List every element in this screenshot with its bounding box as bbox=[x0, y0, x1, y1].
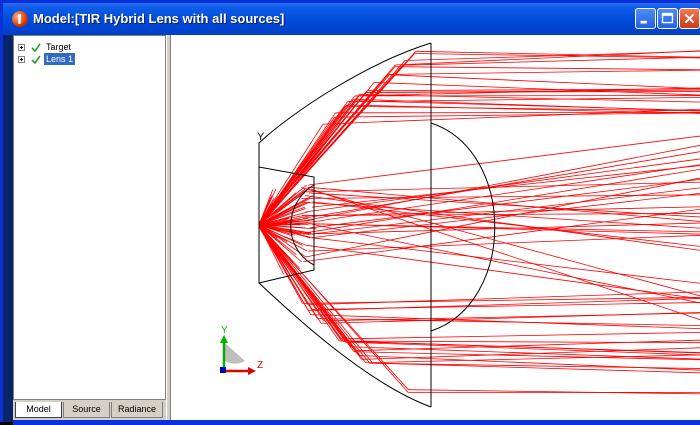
triad-z-label: Z bbox=[257, 360, 263, 371]
triad-x-axis bbox=[220, 367, 226, 373]
checkmark-icon bbox=[31, 55, 41, 64]
minimize-icon bbox=[636, 9, 655, 28]
ray-segment bbox=[311, 189, 700, 321]
triad-y-arrow bbox=[220, 335, 228, 343]
ray-segment bbox=[307, 237, 700, 283]
close-icon bbox=[680, 9, 699, 28]
tree-item-lens-1[interactable]: Lens 1 bbox=[18, 53, 75, 65]
ray-segment bbox=[395, 67, 700, 70]
app-icon[interactable] bbox=[12, 11, 28, 27]
ray-bundle bbox=[259, 51, 700, 394]
ray-segment bbox=[388, 75, 700, 89]
ray-segment bbox=[345, 106, 700, 111]
ray-segment bbox=[395, 51, 700, 65]
tab-source[interactable]: Source bbox=[63, 402, 110, 418]
ray-segment bbox=[390, 70, 700, 74]
checkmark-icon bbox=[31, 43, 41, 52]
maximize-button[interactable] bbox=[657, 8, 678, 29]
minimize-button[interactable] bbox=[635, 8, 656, 29]
ray-trace-scene[interactable]: Y Y Z bbox=[171, 35, 700, 420]
tree-item-target[interactable]: Target bbox=[18, 41, 73, 53]
ray-segment bbox=[308, 235, 700, 251]
axis-triad: Y Z bbox=[220, 325, 263, 375]
title-bar[interactable]: Model:[TIR Hybrid Lens with all sources] bbox=[3, 3, 700, 35]
triad-y-label: Y bbox=[221, 325, 228, 336]
window-bottom-border bbox=[13, 420, 700, 425]
model-tree[interactable]: Target Lens 1 bbox=[13, 35, 166, 400]
triad-quadrant bbox=[225, 343, 245, 364]
ray-segment bbox=[408, 390, 700, 394]
tab-model[interactable]: Model bbox=[15, 402, 62, 418]
panel-tabs: Model Source Radiance bbox=[13, 402, 166, 418]
window-title: Model:[TIR Hybrid Lens with all sources] bbox=[33, 11, 284, 26]
maximize-icon bbox=[658, 9, 677, 28]
close-button[interactable] bbox=[679, 8, 700, 29]
window-client-area: Target Lens 1 Model Source Radiance bbox=[13, 35, 700, 420]
ray-segment bbox=[305, 145, 700, 221]
3d-viewport[interactable]: Y Y Z bbox=[171, 35, 700, 420]
ray-segment bbox=[403, 57, 700, 65]
triad-z-arrow bbox=[248, 367, 256, 375]
ray-segment bbox=[259, 124, 323, 224]
ray-segment bbox=[312, 302, 700, 309]
ray-segment bbox=[312, 224, 700, 303]
tab-radiance[interactable]: Radiance bbox=[111, 402, 163, 418]
tree-item-label: Target bbox=[44, 41, 73, 53]
vertex-label: Y bbox=[257, 131, 265, 143]
expand-icon[interactable] bbox=[18, 56, 25, 63]
ray-segment bbox=[303, 209, 700, 262]
expand-icon[interactable] bbox=[18, 44, 25, 51]
tree-item-label: Lens 1 bbox=[44, 53, 75, 65]
ray-segment bbox=[308, 136, 700, 185]
ray-segment bbox=[341, 332, 700, 339]
